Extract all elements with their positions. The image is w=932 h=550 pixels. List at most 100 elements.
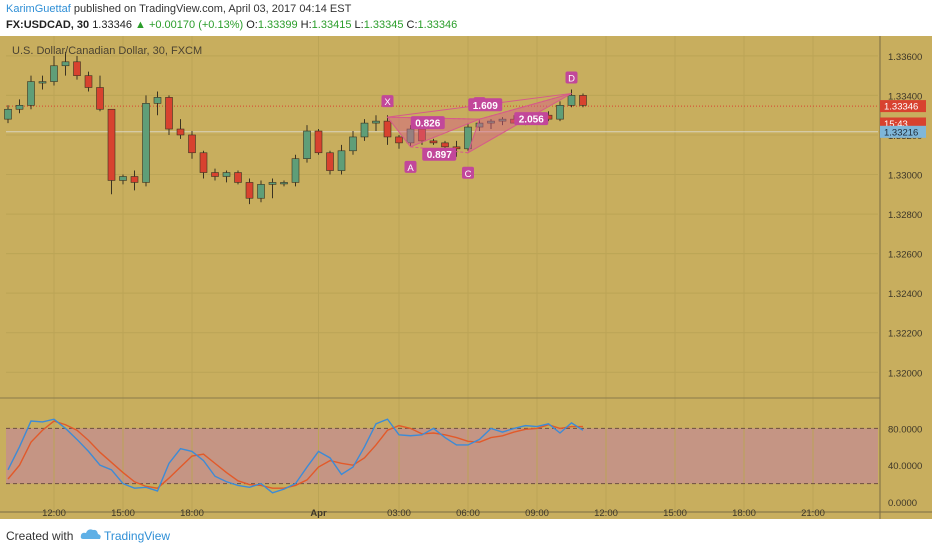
- candle-body: [153, 97, 162, 104]
- low-label: L:: [354, 19, 364, 31]
- candle-body: [15, 105, 24, 110]
- symbol-label: FX:USDCAD, 30: [6, 19, 90, 31]
- x-tick-label: 03:00: [387, 508, 411, 519]
- candle-body: [337, 150, 346, 171]
- quote-line: FX:USDCAD, 30 1.33346 ▲ +0.00170 (+0.13%…: [6, 19, 457, 31]
- y-tick-label: 1.32000: [888, 368, 922, 379]
- x-tick-label: Apr: [310, 508, 327, 519]
- candle-body: [475, 122, 484, 128]
- pattern-ratio-box: [468, 98, 503, 112]
- candle-body: [567, 95, 576, 106]
- x-tick-label: 12:00: [594, 508, 618, 519]
- candle-body: [314, 130, 323, 154]
- chart-title: U.S. Dollar/Canadian Dollar, 30, FXCM: [12, 45, 202, 57]
- price-label-box: [880, 100, 926, 113]
- candle-body: [84, 75, 93, 88]
- pattern-ratio-box: [422, 147, 457, 161]
- candle-body: [579, 95, 587, 106]
- candle-body: [268, 182, 277, 185]
- y-tick-label: 1.32200: [888, 329, 922, 340]
- open-value: 1.33399: [257, 19, 298, 31]
- candle-body: [383, 120, 392, 138]
- candle-body: [464, 126, 472, 150]
- pattern-point-box: [462, 166, 474, 179]
- pattern-ratio-label: 0.826: [415, 119, 440, 130]
- last-price: 1.33346: [92, 19, 132, 31]
- candle-body: [349, 136, 357, 152]
- y-tick-label: 1.32600: [888, 250, 922, 261]
- pattern-ratio-box: [410, 116, 445, 130]
- pattern-ratio-label: 1.609: [473, 101, 498, 112]
- oscillator-band: [6, 428, 878, 484]
- candle-body: [176, 128, 185, 136]
- y-tick-label: 1.33000: [888, 171, 922, 182]
- candle-body: [96, 87, 104, 110]
- x-tick-label: 12:00: [42, 508, 66, 519]
- tradingview-brand[interactable]: TradingView: [104, 529, 171, 543]
- close-value: 1.33346: [417, 19, 458, 31]
- candle-body: [556, 105, 564, 120]
- publish-line: KarimGuettaf published on TradingView.co…: [6, 3, 351, 15]
- y-tick-label: 1.33600: [888, 52, 922, 63]
- x-tick-label: 15:00: [663, 508, 687, 519]
- open-label: O:: [246, 19, 258, 31]
- pattern-leg: [479, 92, 572, 120]
- candle-body: [142, 103, 150, 183]
- stoch-d-line: [7, 420, 583, 489]
- high-value: 1.33415: [311, 19, 352, 31]
- price-change: ▲ +0.00170 (+0.13%): [135, 19, 244, 31]
- close-label: C:: [406, 19, 418, 31]
- candle-body: [291, 158, 300, 183]
- pattern-ratio-label: 2.056: [519, 115, 544, 126]
- tradingview-cloud-icon: [80, 529, 101, 539]
- candle-body: [429, 140, 438, 144]
- pattern-ratio-label: 0.897: [427, 150, 452, 161]
- chart-header: KarimGuettaf published on TradingView.co…: [0, 0, 932, 36]
- pattern-point-box: [404, 160, 417, 173]
- pattern-ratio-box: [514, 112, 549, 126]
- candle-body: [222, 172, 231, 177]
- y-tick-label: 1.32800: [888, 210, 922, 221]
- x-tick-label: 21:00: [801, 508, 825, 519]
- x-tick-label: 18:00: [180, 508, 204, 519]
- pattern-point-label: C: [465, 169, 472, 180]
- candle-body: [372, 120, 380, 124]
- pattern-point-label: A: [407, 163, 414, 174]
- price-label: 1.33216: [884, 127, 918, 138]
- candle-body: [245, 182, 254, 199]
- candle-body: [119, 176, 127, 181]
- candle-body: [73, 61, 81, 76]
- author-link[interactable]: KarimGuettaf: [6, 3, 71, 15]
- candle-body: [165, 97, 173, 130]
- y-tick-label: 1.33400: [888, 91, 922, 102]
- candle-body: [303, 130, 311, 159]
- candle-body: [234, 172, 242, 183]
- price-label-box: [880, 125, 926, 138]
- candle-body: [38, 81, 47, 84]
- x-tick-label: 09:00: [525, 508, 549, 519]
- candle-body: [360, 122, 369, 138]
- x-tick-label: 18:00: [732, 508, 756, 519]
- footer: Created with TradingView: [0, 519, 932, 550]
- price-label: 1.33346: [884, 102, 918, 113]
- candle-body: [199, 152, 208, 173]
- created-with-label: Created with: [6, 529, 74, 543]
- stoch-k-line: [7, 418, 584, 494]
- candle-body: [27, 81, 35, 106]
- candle-body: [257, 184, 265, 199]
- candle-body: [50, 65, 58, 82]
- candle-body: [107, 108, 116, 181]
- pattern-point-box: [565, 71, 578, 84]
- x-tick-label: 06:00: [456, 508, 480, 519]
- pattern-point-label: X: [384, 97, 391, 108]
- pattern-point-box: [381, 95, 394, 108]
- high-label: H:: [300, 19, 312, 31]
- oscillator-tick-label: 0.0000: [888, 498, 917, 509]
- candle-body: [130, 176, 139, 183]
- candle-body: [395, 136, 403, 144]
- x-tick-label: 15:00: [111, 508, 135, 519]
- oscillator-tick-label: 80.0000: [888, 424, 922, 435]
- candle-body: [280, 182, 288, 185]
- candle-body: [441, 142, 449, 148]
